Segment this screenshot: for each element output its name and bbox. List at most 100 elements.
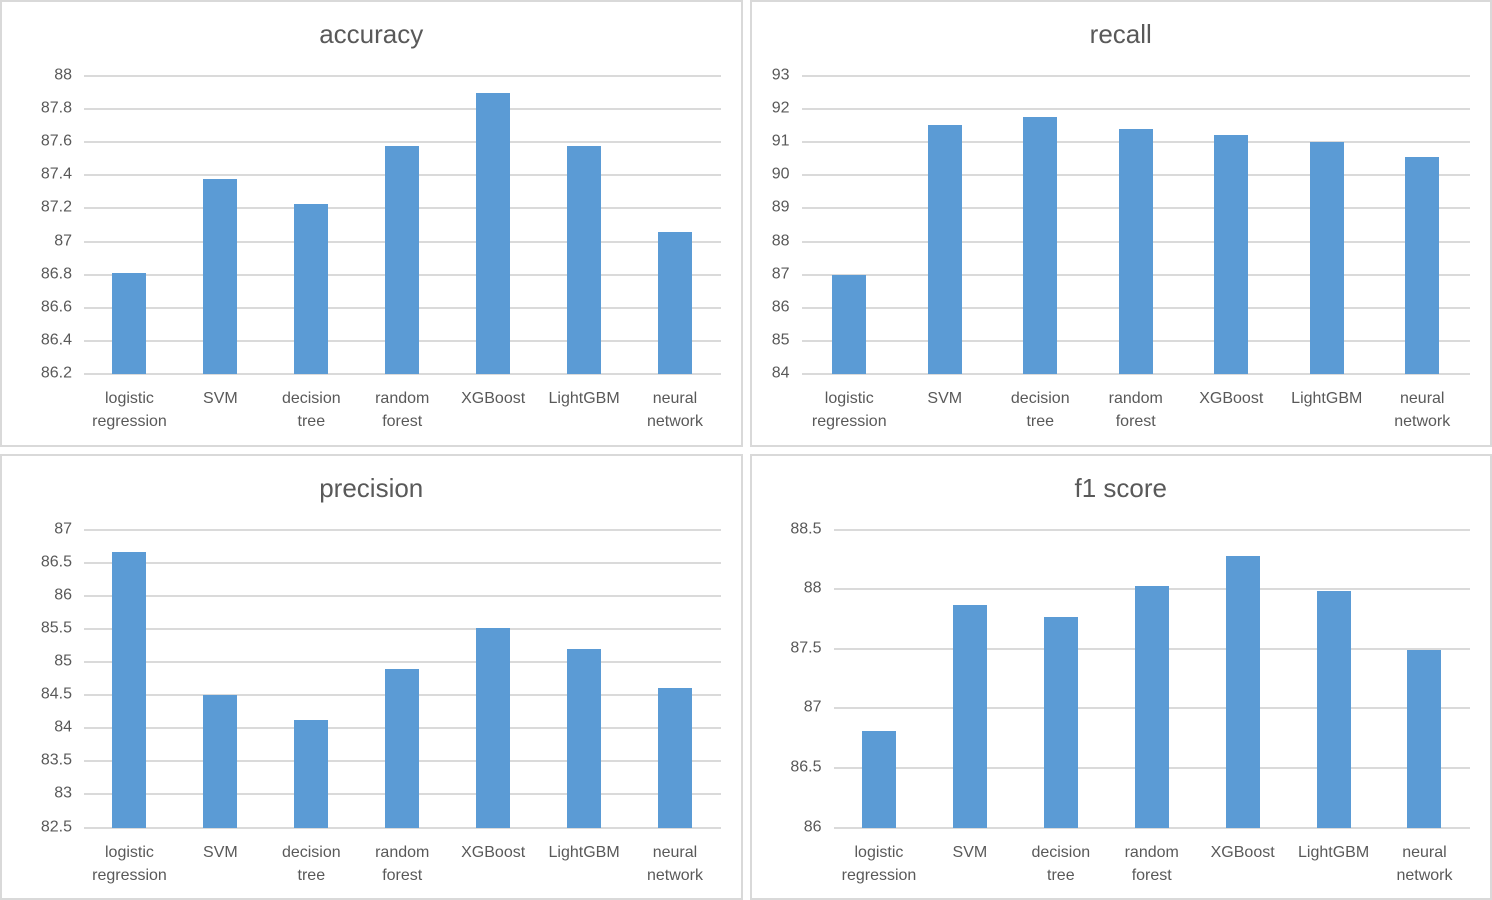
x-category-text: XGBoost [461, 843, 526, 861]
y-tick-label: 87 [771, 265, 790, 283]
y-axis: 93 92 91 90 89 88 87 86 85 84 [754, 67, 802, 382]
y-tick-label: 86.5 [40, 553, 72, 571]
x-category-text: SVM [952, 843, 988, 861]
chart-panel-precision: precision 87 86.5 86 85.5 85 84.5 84 83.5 83 82.5… [0, 453, 743, 900]
chart-title-accuracy: accuracy [319, 19, 424, 49]
x-category-label: LightGBM [539, 841, 630, 887]
x-category-label: random forest [357, 387, 448, 433]
bar-xgboost [1214, 134, 1249, 374]
bar-decision-tree [1043, 616, 1078, 828]
bar-slot [357, 530, 448, 828]
chart-body: 88.5 88 87.5 87 86.5 86 logistic regression SV… [754, 520, 1471, 887]
gridline [84, 373, 721, 375]
bar-random-forest [1118, 129, 1153, 374]
bar-neural-network [657, 688, 692, 828]
x-category-label: logistic regression [834, 841, 925, 887]
bar-logistic-regression [112, 552, 147, 828]
y-tick-label: 87.8 [40, 99, 72, 117]
gridline [84, 594, 721, 597]
x-category-text: logistic regression [841, 843, 917, 884]
bar-random-forest [385, 145, 420, 374]
y-tick-label: 86.4 [40, 331, 72, 349]
x-category-label: SVM [175, 387, 266, 433]
gridline [84, 561, 721, 564]
gridline [84, 141, 721, 144]
bar-slot [539, 76, 630, 374]
x-category-text: SVM [203, 843, 238, 861]
x-category-label: decision tree [266, 841, 357, 887]
y-tick-label: 82.5 [40, 818, 72, 836]
gridline [84, 826, 721, 829]
bar-random-forest [1134, 585, 1169, 828]
x-category-label: neural network [630, 841, 721, 887]
y-tick-label: 88 [771, 232, 790, 250]
x-category-label: SVM [175, 841, 266, 887]
x-category-label: XGBoost [448, 841, 539, 887]
bar-slot [448, 76, 539, 374]
x-category-text: LightGBM [1298, 843, 1370, 861]
x-category-label: LightGBM [1288, 841, 1379, 887]
y-tick-label: 87.2 [40, 199, 72, 217]
y-tick-label: 86.2 [40, 364, 72, 382]
bar-logistic-regression [832, 274, 867, 374]
y-axis: 87 86.5 86 85.5 85 84.5 84 83.5 83 82.5 [4, 520, 84, 835]
y-tick-label: 85.5 [40, 619, 72, 637]
x-category-text: random forest [1124, 843, 1179, 884]
y-tick-label: 85 [771, 331, 790, 349]
y-tick-label: 87.5 [790, 639, 822, 657]
x-category-label: decision tree [1015, 841, 1106, 887]
plot-area [833, 528, 1471, 829]
x-category-label: neural network [1375, 387, 1471, 433]
bar-series [802, 76, 1471, 374]
y-tick-label: 84 [771, 364, 790, 382]
y-tick-label: 92 [771, 99, 790, 117]
gridline [833, 528, 1470, 531]
y-tick-label: 90 [771, 165, 790, 183]
bar-series [834, 530, 1471, 828]
y-tick-label: 86.8 [40, 265, 72, 283]
bar-slot [802, 76, 898, 374]
chart-panel-f1-score: f1 score 88.5 88 87.5 87 86.5 86 logistic reg… [749, 453, 1492, 900]
x-category-text: logistic regression [811, 390, 887, 431]
bar-slot [1184, 76, 1280, 374]
bar-slot [1197, 530, 1288, 828]
bar-xgboost [476, 628, 511, 828]
gridline [801, 373, 1470, 375]
x-category-text: logistic regression [92, 843, 167, 884]
gridline [833, 826, 1470, 829]
bar-slot [84, 530, 175, 828]
y-tick-label: 86 [771, 298, 790, 316]
bar-slot [924, 530, 1015, 828]
x-category-label: XGBoost [1184, 387, 1280, 433]
bar-decision-tree [1023, 116, 1058, 374]
chart-body: 93 92 91 90 89 88 87 86 85 84 logistic regression… [754, 67, 1471, 433]
gridline [84, 627, 721, 630]
y-tick-label: 84.5 [40, 685, 72, 703]
x-category-text: decision tree [281, 843, 341, 884]
chart-title-f1-score: f1 score [1074, 472, 1168, 503]
x-category-text: LightGBM [548, 390, 620, 407]
bar-xgboost [1225, 555, 1260, 828]
x-category-text: LightGBM [548, 843, 620, 861]
x-category-label: neural network [1379, 841, 1470, 887]
x-category-label: random forest [357, 841, 448, 887]
x-category-label: SVM [924, 841, 1015, 887]
bar-slot [630, 530, 721, 828]
bar-random-forest [385, 668, 420, 828]
bar-decision-tree [294, 203, 329, 374]
bar-neural-network [657, 231, 692, 374]
x-category-label: random forest [1088, 387, 1184, 433]
x-axis: logistic regression SVM decision tree rando… [84, 828, 721, 887]
x-category-text: XGBoost [1210, 843, 1275, 861]
y-tick-label: 87 [803, 698, 822, 716]
bar-neural-network [1405, 157, 1440, 374]
gridline [84, 660, 721, 663]
bar-svm [203, 178, 238, 374]
x-axis: logistic regression SVM decision tree rando… [84, 374, 721, 433]
x-category-label: logistic regression [84, 387, 175, 433]
x-category-text: neural network [646, 390, 703, 431]
x-category-label: XGBoost [448, 387, 539, 433]
chart-panel-accuracy: accuracy 88 87.8 87.6 87.4 87.2 87 86.8 86.6 86.… [0, 0, 743, 447]
x-category-text: SVM [203, 390, 238, 407]
bar-slot [266, 76, 357, 374]
